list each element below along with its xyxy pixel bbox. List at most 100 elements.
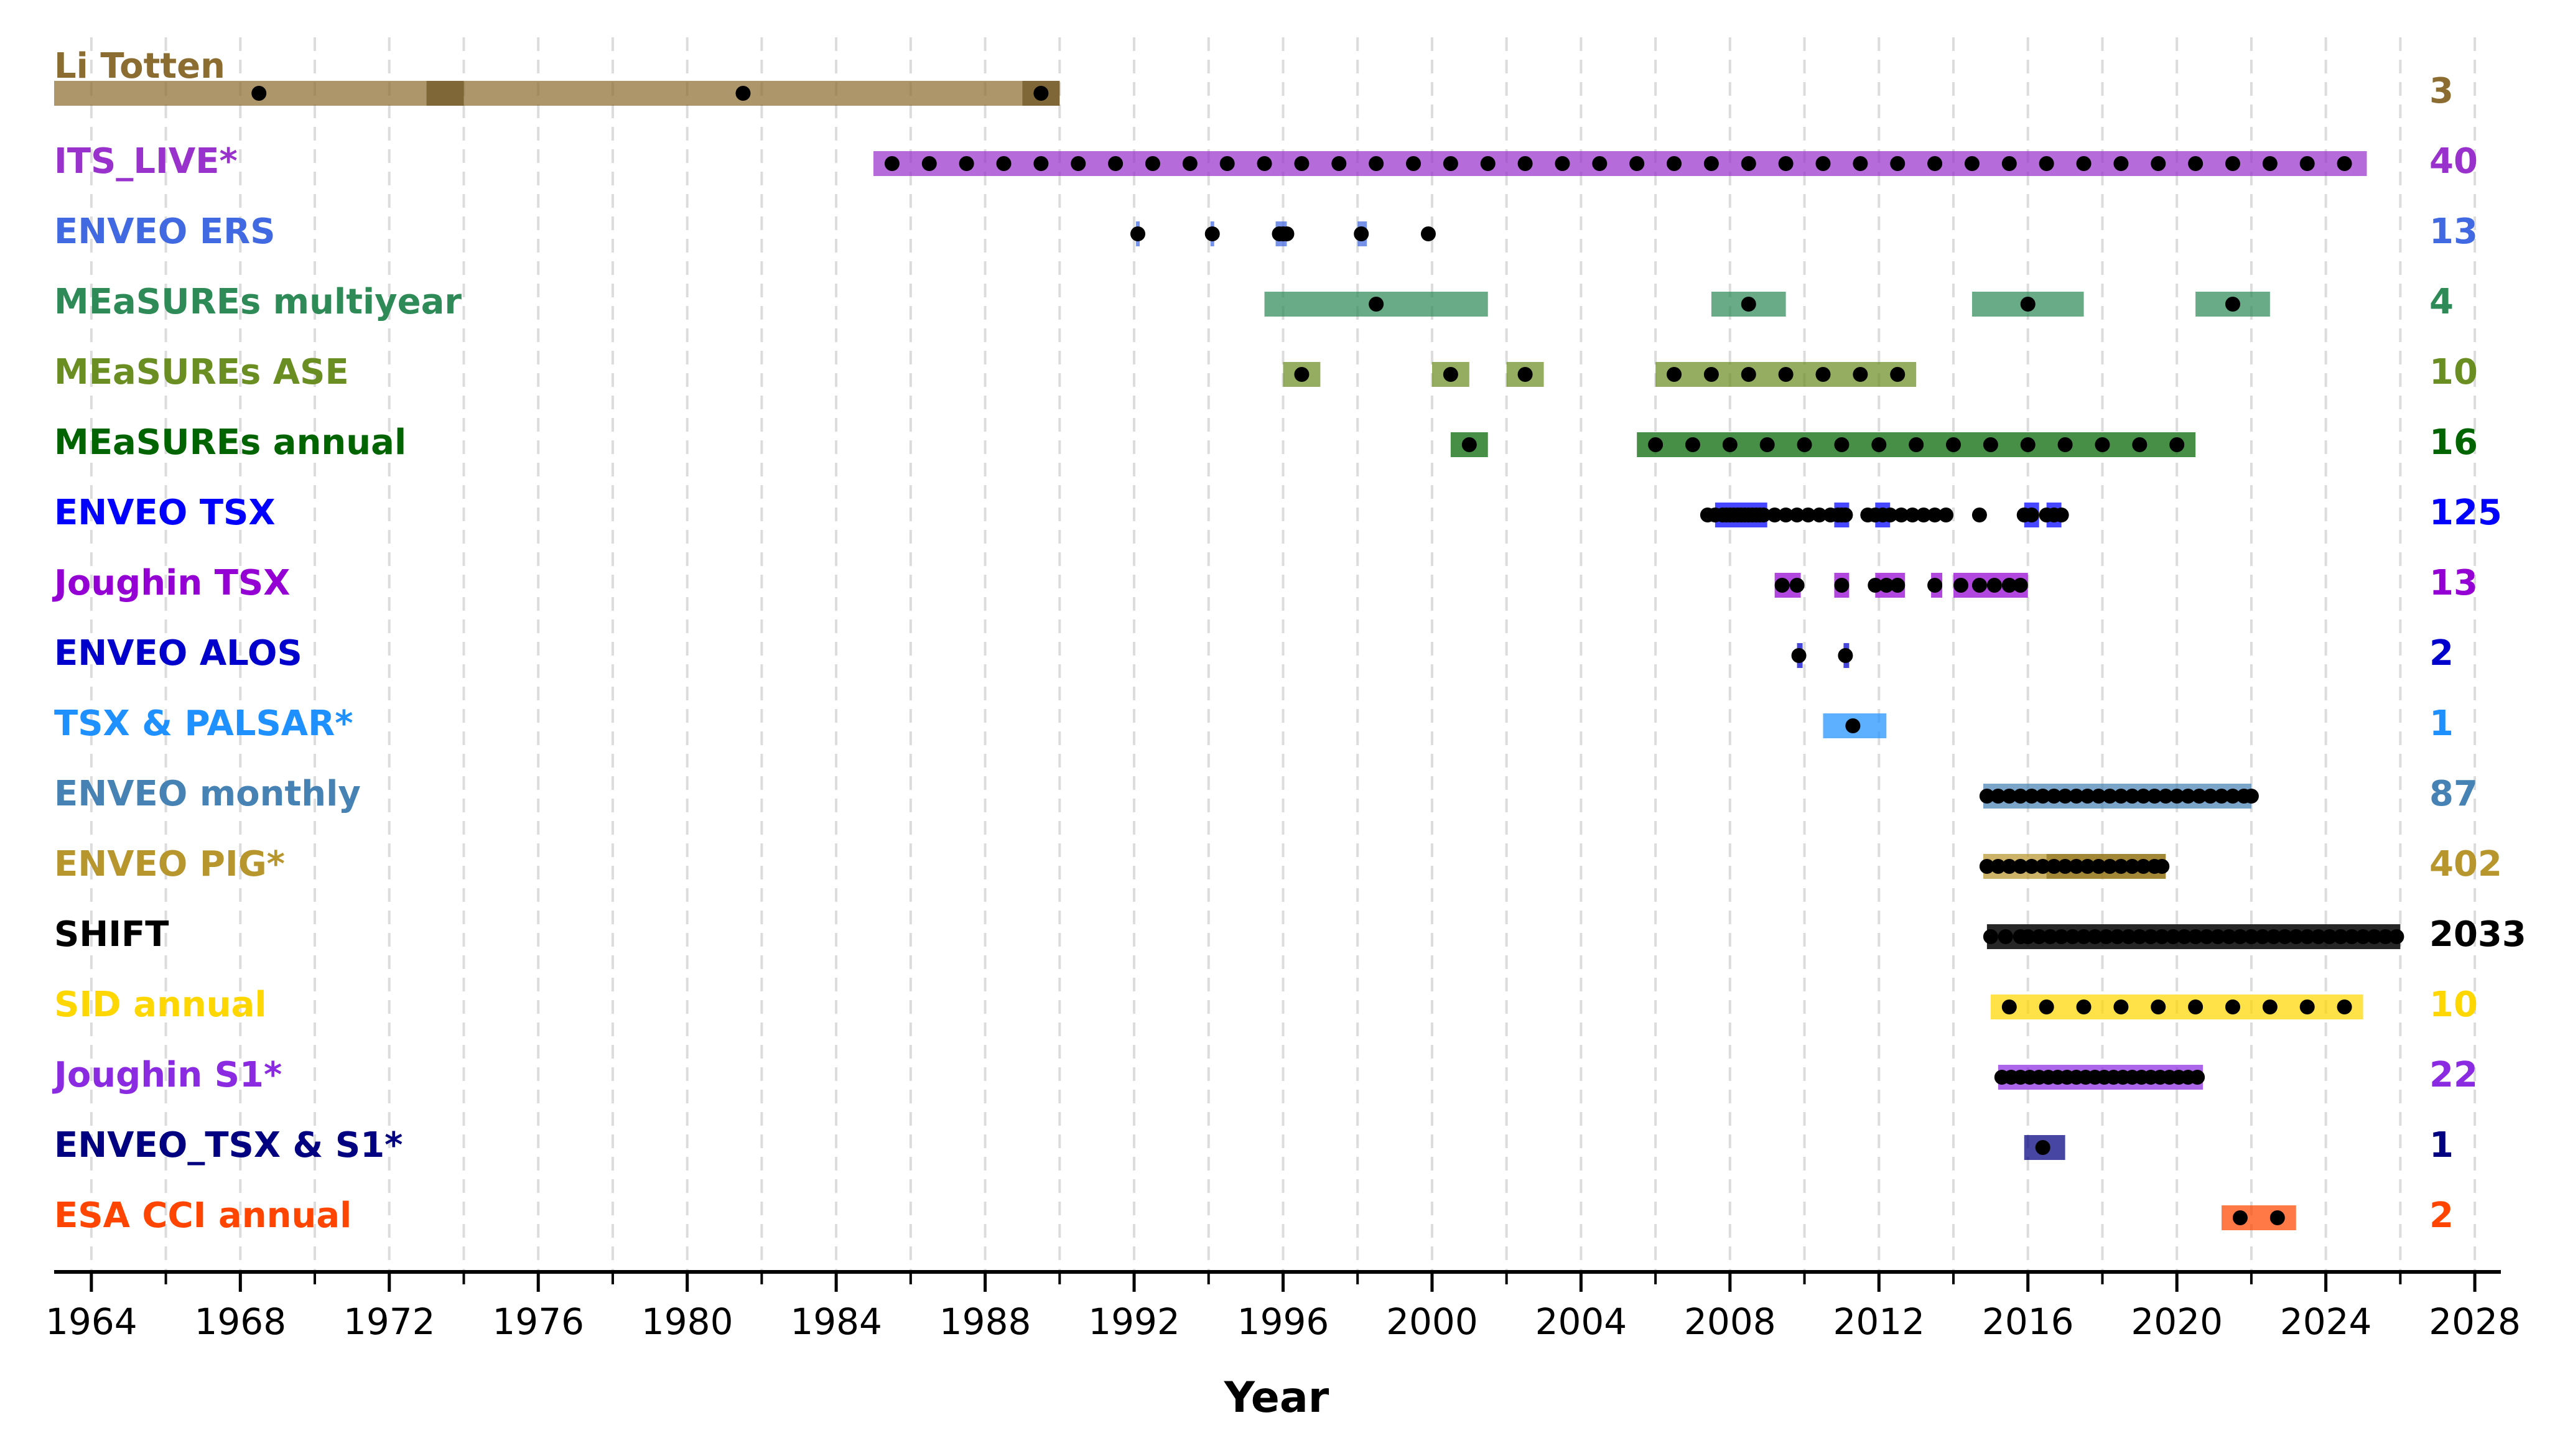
observation-point: [2110, 929, 2125, 944]
x-tick-label: 1988: [939, 1301, 1031, 1343]
observation-point: [2039, 156, 2054, 171]
observation-point: [2065, 929, 2080, 944]
observation-point: [2192, 789, 2207, 804]
observation-point: [1443, 367, 1458, 382]
observation-point: [1964, 156, 1980, 171]
observation-point: [1927, 508, 1943, 522]
observation-point: [2389, 929, 2404, 944]
observation-point: [996, 156, 1012, 171]
row-count: 13: [2429, 563, 2478, 603]
observation-point: [1778, 156, 1794, 171]
observation-point: [1983, 437, 1998, 452]
observation-point: [2255, 929, 2270, 944]
observation-point: [1778, 508, 1794, 522]
row-label: ENVEO TSX: [54, 493, 276, 533]
observation-point: [2154, 929, 2170, 944]
observation-point: [1555, 156, 1570, 171]
observation-point: [2199, 929, 2215, 944]
x-tick-label: 2016: [1982, 1301, 2074, 1343]
row-counts: 3 40 13 4 10 16 125 13 2 1 87 402 2033 10 22 1 2: [2429, 71, 2526, 1236]
observation-point: [2020, 297, 2036, 312]
observation-point: [2225, 789, 2240, 804]
observation-point: [1838, 508, 1853, 522]
observation-point: [2188, 929, 2204, 944]
x-tick-label: 1972: [343, 1301, 435, 1343]
observation-point: [2166, 929, 2181, 944]
observation-point: [2262, 999, 2278, 1014]
observation-point: [2091, 859, 2106, 874]
observation-point: [2080, 859, 2095, 874]
observation-point: [1845, 718, 1861, 733]
observation-point: [2076, 156, 2092, 171]
observation-point: [2225, 156, 2240, 171]
observation-point: [1369, 297, 1384, 312]
row-count: 22: [2429, 1055, 2478, 1095]
observation-point: [2035, 859, 2050, 874]
observation-point: [1871, 437, 1887, 452]
observation-point: [1834, 437, 1850, 452]
observation-point: [2266, 929, 2281, 944]
observation-point: [2001, 578, 2017, 593]
observation-point: [1420, 226, 1436, 241]
observation-point: [2262, 156, 2278, 171]
observation-point: [2147, 789, 2162, 804]
observation-point: [1879, 578, 1894, 593]
observation-point: [2136, 859, 2151, 874]
observation-point: [251, 86, 267, 101]
observation-point: [2113, 789, 2129, 804]
x-tick-label: 1996: [1237, 1301, 1329, 1343]
observation-point: [2355, 929, 2371, 944]
observation-point: [1890, 367, 1906, 382]
row-count: 10: [2429, 352, 2478, 392]
row-label: ENVEO monthly: [54, 774, 361, 814]
observation-point: [1800, 508, 1816, 522]
observation-point: [1756, 508, 1771, 522]
row-count: 13: [2429, 211, 2478, 252]
x-tick-label: 1980: [641, 1301, 733, 1343]
observation-point: [2322, 929, 2337, 944]
observation-point: [2091, 789, 2106, 804]
x-tick-label: 1964: [45, 1301, 137, 1343]
timeline-points: [251, 86, 2404, 1225]
observation-point: [2232, 1210, 2248, 1225]
row-label: MEaSUREs multiyear: [54, 282, 462, 322]
observation-point: [2225, 999, 2240, 1014]
observation-point: [1480, 156, 1496, 171]
observation-point: [2337, 999, 2352, 1014]
observation-point: [1789, 578, 1805, 593]
observation-point: [1145, 156, 1160, 171]
row-count: 402: [2429, 844, 2502, 884]
observation-point: [2095, 437, 2110, 452]
x-tick-label: 2000: [1386, 1301, 1478, 1343]
x-tick-label: 2008: [1684, 1301, 1776, 1343]
x-tick-label: 1968: [195, 1301, 287, 1343]
row-label: MEaSUREs annual: [54, 422, 406, 463]
x-tick-label: 1984: [790, 1301, 882, 1343]
observation-point: [884, 156, 900, 171]
observation-point: [1759, 437, 1775, 452]
observation-point: [2020, 437, 2036, 452]
row-count: 87: [2429, 774, 2478, 814]
observation-point: [1890, 578, 1906, 593]
row-label: ENVEO PIG*: [54, 844, 285, 884]
row-count: 1: [2429, 703, 2454, 744]
observation-point: [1883, 508, 1898, 522]
x-tick-label: 2020: [2131, 1301, 2223, 1343]
observation-point: [2232, 929, 2248, 944]
observation-point: [2225, 297, 2240, 312]
x-tick-label: 2028: [2429, 1301, 2521, 1343]
row-label: SHIFT: [54, 914, 169, 955]
observation-point: [1916, 508, 1932, 522]
row-count: 16: [2429, 422, 2478, 463]
observation-point: [2143, 929, 2159, 944]
row-label: Joughin TSX: [52, 563, 290, 603]
observation-point: [959, 156, 974, 171]
observation-point: [1998, 929, 2013, 944]
x-tick-label: 2024: [2280, 1301, 2372, 1343]
observation-point: [1767, 508, 1782, 522]
observation-point: [2035, 789, 2050, 804]
x-tick-label: 2004: [1535, 1301, 1627, 1343]
observation-point: [2020, 929, 2036, 944]
observation-point: [2024, 789, 2039, 804]
x-tick-label: 1992: [1088, 1301, 1180, 1343]
